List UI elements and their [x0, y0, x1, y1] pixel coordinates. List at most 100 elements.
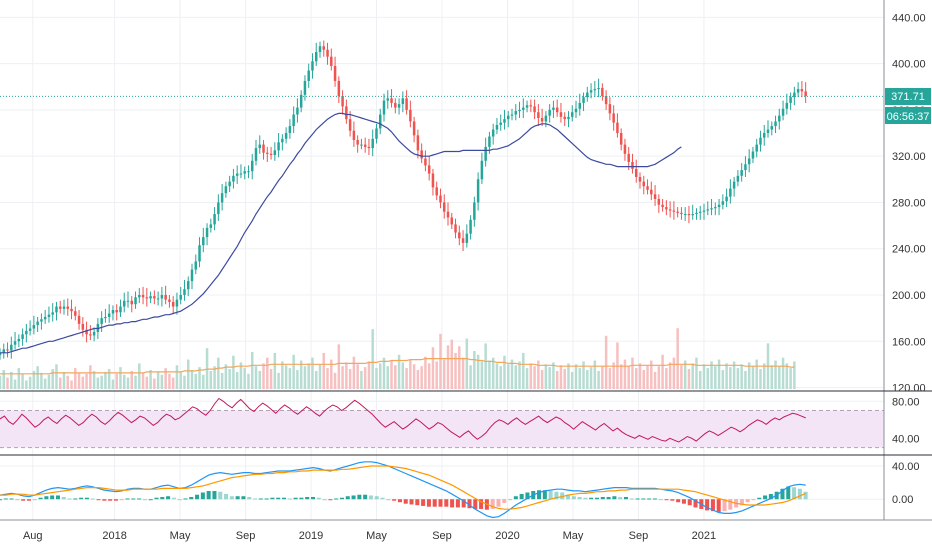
- volume-bar: [390, 360, 393, 389]
- candle: [736, 170, 740, 187]
- volume-bar: [0, 375, 2, 389]
- candle: [284, 127, 288, 144]
- candle: [631, 153, 634, 174]
- candle: [107, 304, 111, 323]
- volume-bar: [375, 368, 378, 389]
- macd-histogram-bar: [21, 499, 26, 501]
- candle: [540, 108, 544, 127]
- volume-bar: [314, 370, 318, 389]
- volume-bar: [495, 363, 499, 389]
- volume-bar: [714, 366, 717, 389]
- candle: [706, 201, 710, 216]
- candle-body: [506, 115, 510, 120]
- moving-average-line: [0, 112, 682, 354]
- volume-bar: [454, 352, 457, 389]
- volume-bar: [360, 370, 363, 389]
- macd-panel[interactable]: [0, 461, 808, 519]
- candle-body: [409, 109, 412, 122]
- candle: [623, 138, 627, 161]
- candle: [762, 124, 766, 146]
- candle-body: [714, 207, 717, 209]
- volume-bar: [446, 345, 450, 389]
- candle-body: [627, 153, 630, 162]
- volume-bar: [522, 352, 525, 389]
- macd-histogram-bar: [67, 498, 72, 500]
- volume-bar: [367, 361, 371, 389]
- macd-histogram-bar: [26, 499, 31, 501]
- candle: [710, 198, 713, 216]
- candle-body: [107, 313, 111, 317]
- candle-body: [695, 212, 698, 215]
- candle-body: [586, 92, 589, 98]
- macd-histogram-bar: [386, 499, 391, 501]
- candle-body: [273, 150, 277, 156]
- candle: [307, 63, 310, 88]
- candle: [47, 306, 51, 323]
- candle: [43, 310, 47, 324]
- macd-tick-label: 40.00: [892, 461, 920, 473]
- volume-bar: [92, 370, 96, 389]
- candle-body: [130, 300, 134, 305]
- macd-histogram-bar: [479, 499, 484, 509]
- y-tick-label: 240.00: [892, 244, 926, 256]
- candle: [21, 328, 24, 346]
- candle-body: [62, 306, 66, 309]
- candle: [138, 288, 141, 304]
- macd-histogram-bar: [73, 498, 78, 500]
- candle-body: [247, 171, 250, 173]
- volume-bar: [552, 362, 555, 389]
- candle-body: [367, 146, 371, 149]
- candle: [612, 105, 615, 131]
- volume-bar: [499, 366, 502, 389]
- volume-bar: [514, 365, 518, 389]
- volume-bar: [435, 361, 438, 389]
- macd-histogram-bar: [276, 497, 281, 500]
- macd-histogram-bar: [241, 496, 246, 500]
- candle: [604, 90, 608, 110]
- candle: [183, 279, 186, 301]
- volume-bar: [706, 368, 710, 389]
- macd-histogram-bar: [792, 487, 797, 500]
- countdown-tag: [885, 107, 931, 124]
- candle-body: [503, 119, 506, 123]
- y-tick-label: 320.00: [892, 151, 926, 163]
- candle: [442, 194, 446, 219]
- candle: [740, 163, 743, 182]
- volume-bar: [646, 365, 649, 389]
- volume-bar: [412, 364, 416, 389]
- candle: [111, 305, 115, 321]
- rsi-tick-label: 40.00: [892, 433, 920, 445]
- candle-body: [141, 294, 145, 298]
- rsi-panel[interactable]: [0, 397, 884, 449]
- macd-histogram-bar: [629, 498, 634, 500]
- y-tick-label: 200.00: [892, 290, 926, 302]
- candle-body: [623, 144, 627, 154]
- candle-body: [729, 188, 732, 197]
- candle: [552, 100, 555, 118]
- candle-body: [371, 138, 374, 149]
- candle-body: [800, 89, 804, 92]
- candle-body: [427, 165, 431, 174]
- candle: [55, 301, 58, 321]
- macd-histogram-bar: [577, 496, 582, 500]
- macd-histogram-bar: [618, 496, 623, 500]
- volume-bar: [299, 360, 303, 389]
- candle: [785, 93, 789, 115]
- candle-body: [518, 109, 521, 112]
- candle-body: [732, 181, 736, 189]
- x-tick-label: Sep: [629, 530, 649, 542]
- macd-histogram-bar: [444, 499, 449, 507]
- volume-bar: [778, 366, 781, 389]
- price-panel[interactable]: [0, 40, 884, 360]
- candle: [341, 90, 344, 115]
- candle-body: [608, 104, 612, 114]
- volume-bar: [473, 351, 476, 389]
- macd-histogram-bar: [15, 499, 20, 501]
- volume-bar: [698, 370, 702, 389]
- macd-histogram-bar: [571, 496, 576, 500]
- macd-histogram-bar: [728, 499, 733, 510]
- candle: [529, 99, 533, 113]
- macd-histogram-bar: [473, 499, 478, 509]
- volume-bar: [397, 354, 401, 389]
- candle-body: [424, 158, 427, 166]
